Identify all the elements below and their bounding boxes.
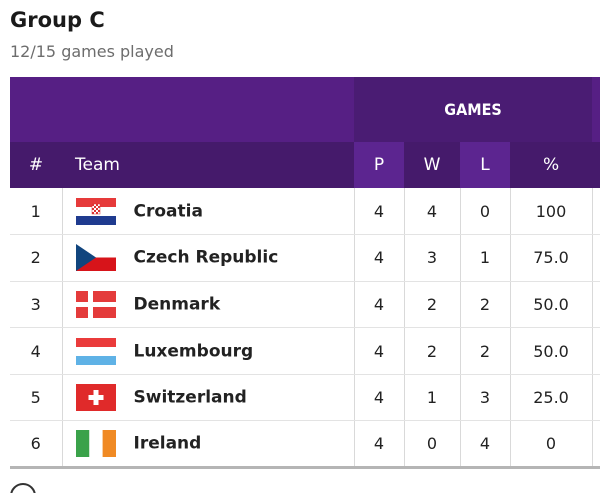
team-name: Ireland	[133, 433, 202, 454]
lost-column-header[interactable]: L	[460, 142, 510, 188]
pct-cell: 25.0	[510, 374, 593, 422]
pct-cell: 0	[510, 420, 593, 470]
rank-cell: 5	[10, 374, 63, 422]
croatia-flag-icon	[75, 197, 116, 225]
team-cell[interactable]: Denmark	[62, 281, 355, 329]
team-name: Luxembourg	[133, 341, 254, 362]
lost-cell: 1	[460, 234, 511, 282]
lost-cell: 2	[460, 281, 511, 329]
team-cell[interactable]: Croatia	[62, 188, 355, 236]
luxembourg-flag-icon	[75, 337, 116, 365]
played-cell: 4	[354, 281, 405, 329]
pct-cell: 50.0	[510, 281, 593, 329]
played-cell: 4	[354, 188, 405, 236]
czech-republic-flag-icon	[75, 244, 116, 272]
won-cell: 2	[404, 281, 461, 329]
lost-cell: 4	[460, 420, 511, 470]
extra-cell	[592, 374, 600, 422]
won-cell: 3	[404, 234, 461, 282]
won-column-header[interactable]: W	[404, 142, 460, 188]
won-cell: 2	[404, 327, 461, 375]
team-name: Denmark	[133, 294, 221, 315]
ireland-flag-icon	[75, 430, 116, 458]
rank-cell: 6	[10, 420, 63, 470]
lost-cell: 2	[460, 327, 511, 375]
denmark-flag-icon	[75, 290, 116, 318]
standings-table: GAMES # Team P W L % 1	[10, 77, 600, 470]
extra-cell	[592, 188, 600, 236]
team-name: Croatia	[133, 201, 203, 222]
extra-column-header	[592, 142, 600, 188]
lost-cell: 0	[460, 188, 511, 236]
info-icon[interactable]	[10, 483, 36, 493]
extra-cell	[592, 281, 600, 329]
team-cell[interactable]: Luxembourg	[62, 327, 355, 375]
games-played-subtitle: 12/15 games played	[10, 42, 174, 61]
played-cell: 4	[354, 234, 405, 282]
rank-column-header[interactable]: #	[10, 142, 62, 188]
table-row[interactable]: 1 Croatia 4 4 0 100	[10, 188, 600, 236]
team-name: Switzerland	[133, 387, 247, 408]
standings-table-container: GAMES # Team P W L % 1	[10, 77, 600, 470]
super-header-blank	[10, 77, 354, 142]
team-cell[interactable]: Czech Republic	[62, 234, 355, 282]
team-cell[interactable]: Switzerland	[62, 374, 355, 422]
games-group-header: GAMES	[354, 77, 593, 142]
lost-cell: 3	[460, 374, 511, 422]
pct-column-header[interactable]: %	[510, 142, 593, 188]
pct-cell: 50.0	[510, 327, 593, 375]
played-cell: 4	[354, 374, 405, 422]
team-name: Czech Republic	[133, 247, 279, 268]
table-super-header: GAMES	[10, 77, 600, 142]
rank-cell: 4	[10, 327, 63, 375]
played-cell: 4	[354, 420, 405, 470]
team-column-header[interactable]: Team	[62, 142, 354, 188]
super-header-extra	[592, 77, 600, 142]
pct-cell: 100	[510, 188, 593, 236]
played-cell: 4	[354, 327, 405, 375]
rank-cell: 1	[10, 188, 63, 236]
played-column-header[interactable]: P	[354, 142, 404, 188]
won-cell: 1	[404, 374, 461, 422]
extra-cell	[592, 420, 600, 470]
group-title: Group C	[10, 8, 105, 32]
table-row[interactable]: 6 Ireland 4 0 4 0	[10, 420, 600, 470]
pct-cell: 75.0	[510, 234, 593, 282]
table-row[interactable]: 5 Switzerland 4 1 3 25.0	[10, 374, 600, 422]
table-row[interactable]: 2 Czech Republic 4 3 1 75.0	[10, 234, 600, 282]
table-column-headers: # Team P W L %	[10, 142, 600, 188]
table-row[interactable]: 4 Luxembourg 4 2 2 50.0	[10, 327, 600, 375]
won-cell: 4	[404, 188, 461, 236]
won-cell: 0	[404, 420, 461, 470]
rank-cell: 3	[10, 281, 63, 329]
table-row[interactable]: 3 Denmark 4 2 2 50.0	[10, 281, 600, 329]
rank-cell: 2	[10, 234, 63, 282]
team-cell[interactable]: Ireland	[62, 420, 355, 470]
extra-cell	[592, 234, 600, 282]
extra-cell	[592, 327, 600, 375]
switzerland-flag-icon	[75, 384, 116, 412]
